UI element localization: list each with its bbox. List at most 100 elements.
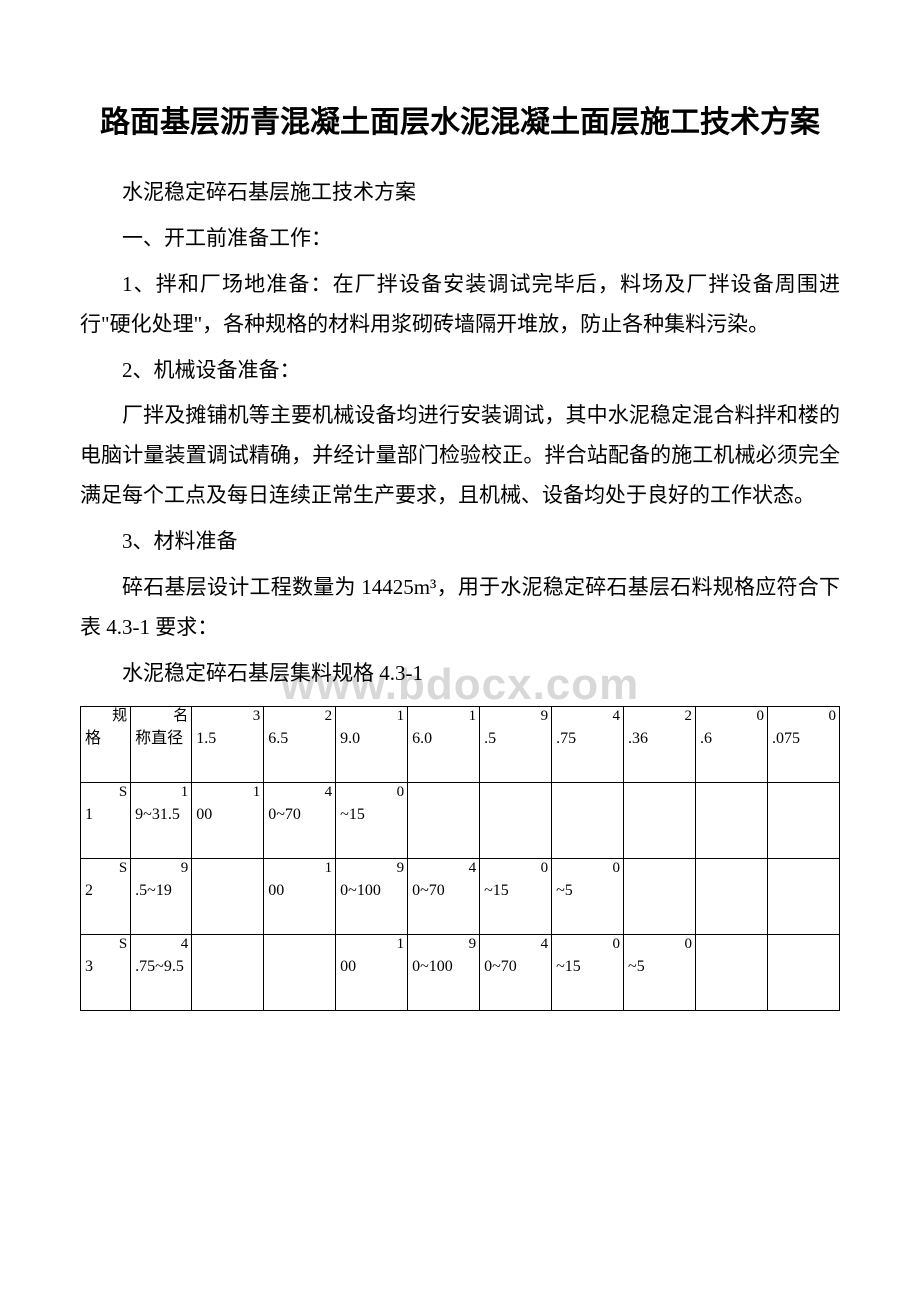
cell-sieve — [696, 934, 768, 1010]
cell-value: ~15 — [340, 805, 405, 826]
cell-value: 9~31.5 — [135, 805, 189, 826]
cell-value: 00 — [196, 805, 261, 826]
cell-spec: S2 — [81, 858, 131, 934]
cell-superscript: 0 — [613, 937, 621, 952]
cell-superscript: 1 — [397, 937, 405, 952]
cell-value: 00 — [340, 957, 405, 978]
cell-value: 格 — [85, 729, 128, 750]
cell-sieve: 100 — [336, 934, 408, 1010]
cell-value: 6.5 — [268, 729, 333, 750]
cell-sieve: 9 0~100 — [336, 858, 408, 934]
table-row: S34.75~9.510090~10040~700~150~5 — [81, 934, 840, 1010]
cell-sieve — [192, 858, 264, 934]
header-sieve: 31.5 — [192, 706, 264, 782]
cell-value: 0~70 — [412, 881, 477, 902]
paragraph-section-1: 一、开工前准备工作： — [80, 219, 840, 259]
cell-superscript: 2 — [685, 709, 693, 724]
cell-superscript: 0 — [613, 861, 621, 876]
cell-diameter: 4.75~9.5 — [131, 934, 192, 1010]
cell-value: .75~9.5 — [135, 957, 189, 978]
paragraph-table-caption: 水泥稳定碎石基层集料规格 4.3-1 — [80, 654, 840, 694]
cell-value: 9.0 — [340, 729, 405, 750]
cell-value: 称直径 — [135, 729, 189, 750]
cell-superscript: 3 — [253, 709, 261, 724]
cell-superscript: 1 — [469, 709, 477, 724]
cell-value: ~15 — [484, 881, 549, 902]
cell-sieve: 90~100 — [408, 934, 480, 1010]
cell-value: 0~70 — [268, 805, 333, 826]
paragraph-item-3: 3、材料准备 — [80, 522, 840, 562]
cell-superscript: 0 — [541, 861, 549, 876]
cell-sieve: 4 0~70 — [408, 858, 480, 934]
cell-sieve — [767, 858, 839, 934]
cell-superscript: S — [119, 937, 127, 952]
cell-sieve — [767, 782, 839, 858]
paragraph-item-2-body: 厂拌及摊铺机等主要机械设备均进行安装调试，其中水泥稳定混合料拌和楼的电脑计量装置… — [80, 396, 840, 516]
cell-value: ~15 — [556, 957, 621, 978]
spec-table: 规格名称直径31.526.519.016.09.54.752.360.60.07… — [80, 706, 840, 1011]
cell-value: 1 — [85, 805, 128, 826]
table-header-row: 规格名称直径31.526.519.016.09.54.752.360.60.07… — [81, 706, 840, 782]
paragraph-subtitle: 水泥稳定碎石基层施工技术方案 — [80, 173, 840, 213]
cell-value: .5~19 — [135, 881, 189, 902]
cell-value: ~5 — [628, 957, 693, 978]
cell-sieve — [624, 782, 696, 858]
cell-sieve — [696, 858, 768, 934]
cell-value: 1.5 — [196, 729, 261, 750]
cell-superscript: 4 — [325, 785, 333, 800]
cell-value: 0~100 — [412, 957, 477, 978]
cell-superscript: 名 — [173, 709, 188, 724]
cell-sieve: 0~15 — [336, 782, 408, 858]
header-sieve: 2.36 — [624, 706, 696, 782]
cell-spec: S1 — [81, 782, 131, 858]
page-title: 路面基层沥青混凝土面层水泥混凝土面层施工技术方案 — [80, 100, 840, 145]
cell-value: 6.0 — [412, 729, 477, 750]
cell-superscript: 4 — [613, 709, 621, 724]
cell-value: 00 — [268, 881, 333, 902]
cell-sieve — [696, 782, 768, 858]
cell-superscript: S — [119, 861, 127, 876]
cell-sieve: 0~5 — [624, 934, 696, 1010]
cell-value: 2 — [85, 881, 128, 902]
cell-sieve — [264, 934, 336, 1010]
header-sieve: 9.5 — [480, 706, 552, 782]
cell-value: .075 — [772, 729, 837, 750]
table-row: S29.5~1910090~10040~700~150~5 — [81, 858, 840, 934]
table-row: S119~31.510040~700~15 — [81, 782, 840, 858]
header-diameter: 名称直径 — [131, 706, 192, 782]
header-sieve: 0.6 — [696, 706, 768, 782]
cell-value: 0~70 — [484, 957, 549, 978]
cell-superscript: 4 — [469, 861, 477, 876]
header-sieve: 16.0 — [408, 706, 480, 782]
cell-value: .75 — [556, 729, 621, 750]
cell-sieve: 100 — [264, 858, 336, 934]
cell-diameter: 19~31.5 — [131, 782, 192, 858]
cell-sieve — [624, 858, 696, 934]
cell-superscript: 0 — [685, 937, 693, 952]
cell-value: .5 — [484, 729, 549, 750]
cell-sieve — [192, 934, 264, 1010]
cell-superscript: 9 — [397, 861, 405, 876]
cell-superscript: 1 — [325, 861, 333, 876]
cell-sieve: 100 — [192, 782, 264, 858]
header-spec: 规格 — [81, 706, 131, 782]
cell-superscript: 0 — [397, 785, 405, 800]
cell-sieve — [480, 782, 552, 858]
cell-value: 0~100 — [340, 881, 405, 902]
cell-superscript: 9 — [181, 861, 189, 876]
cell-superscript: 4 — [541, 937, 549, 952]
cell-superscript: 0 — [756, 709, 764, 724]
cell-sieve — [767, 934, 839, 1010]
cell-value: ~5 — [556, 881, 621, 902]
cell-sieve: 4 0~70 — [480, 934, 552, 1010]
cell-sieve: 4 0~70 — [264, 782, 336, 858]
cell-value: .6 — [700, 729, 765, 750]
header-sieve: 4.75 — [552, 706, 624, 782]
cell-superscript: 1 — [397, 709, 405, 724]
cell-value: 3 — [85, 957, 128, 978]
paragraph-item-3-body: 碎石基层设计工程数量为 14425m³，用于水泥稳定碎石基层石料规格应符合下表 … — [80, 568, 840, 648]
document-content: 路面基层沥青混凝土面层水泥混凝土面层施工技术方案 水泥稳定碎石基层施工技术方案 … — [80, 100, 840, 1011]
paragraph-item-2: 2、机械设备准备： — [80, 351, 840, 391]
cell-diameter: 9 .5~19 — [131, 858, 192, 934]
cell-sieve — [408, 782, 480, 858]
